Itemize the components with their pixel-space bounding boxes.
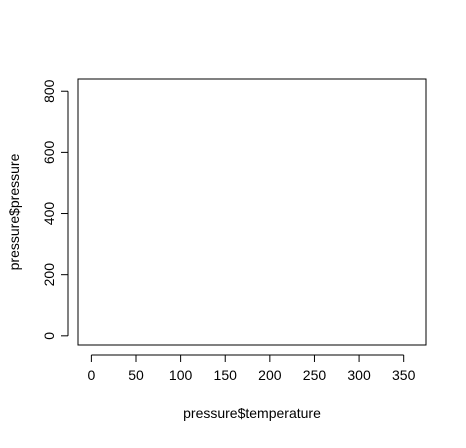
plot-frame: [77, 78, 427, 346]
y-tick-label: 0: [41, 332, 57, 340]
x-axis-label: pressure$temperature: [183, 405, 321, 421]
x-tick-label: 0: [87, 367, 95, 383]
y-tick-label: 200: [41, 263, 57, 287]
x-tick-label: 200: [258, 367, 282, 383]
x-tick-label: 100: [169, 367, 193, 383]
x-tick-label: 150: [214, 367, 238, 383]
x-axis: 0 50 100 150 200 250 300 350: [87, 354, 416, 383]
y-tick-label: 400: [41, 202, 57, 226]
y-tick-label: 600: [41, 140, 57, 164]
y-axis: 0 200 400 600 800: [41, 79, 69, 340]
x-tick-label: 250: [303, 367, 327, 383]
y-tick-label: 800: [41, 79, 57, 103]
x-tick-label: 50: [128, 367, 144, 383]
x-tick-label: 350: [392, 367, 416, 383]
x-tick-label: 300: [347, 367, 371, 383]
y-axis-label: pressure$pressure: [6, 153, 22, 270]
